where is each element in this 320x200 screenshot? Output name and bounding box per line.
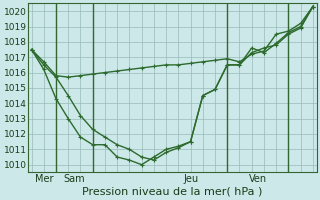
X-axis label: Pression niveau de la mer( hPa ): Pression niveau de la mer( hPa ) <box>82 187 262 197</box>
